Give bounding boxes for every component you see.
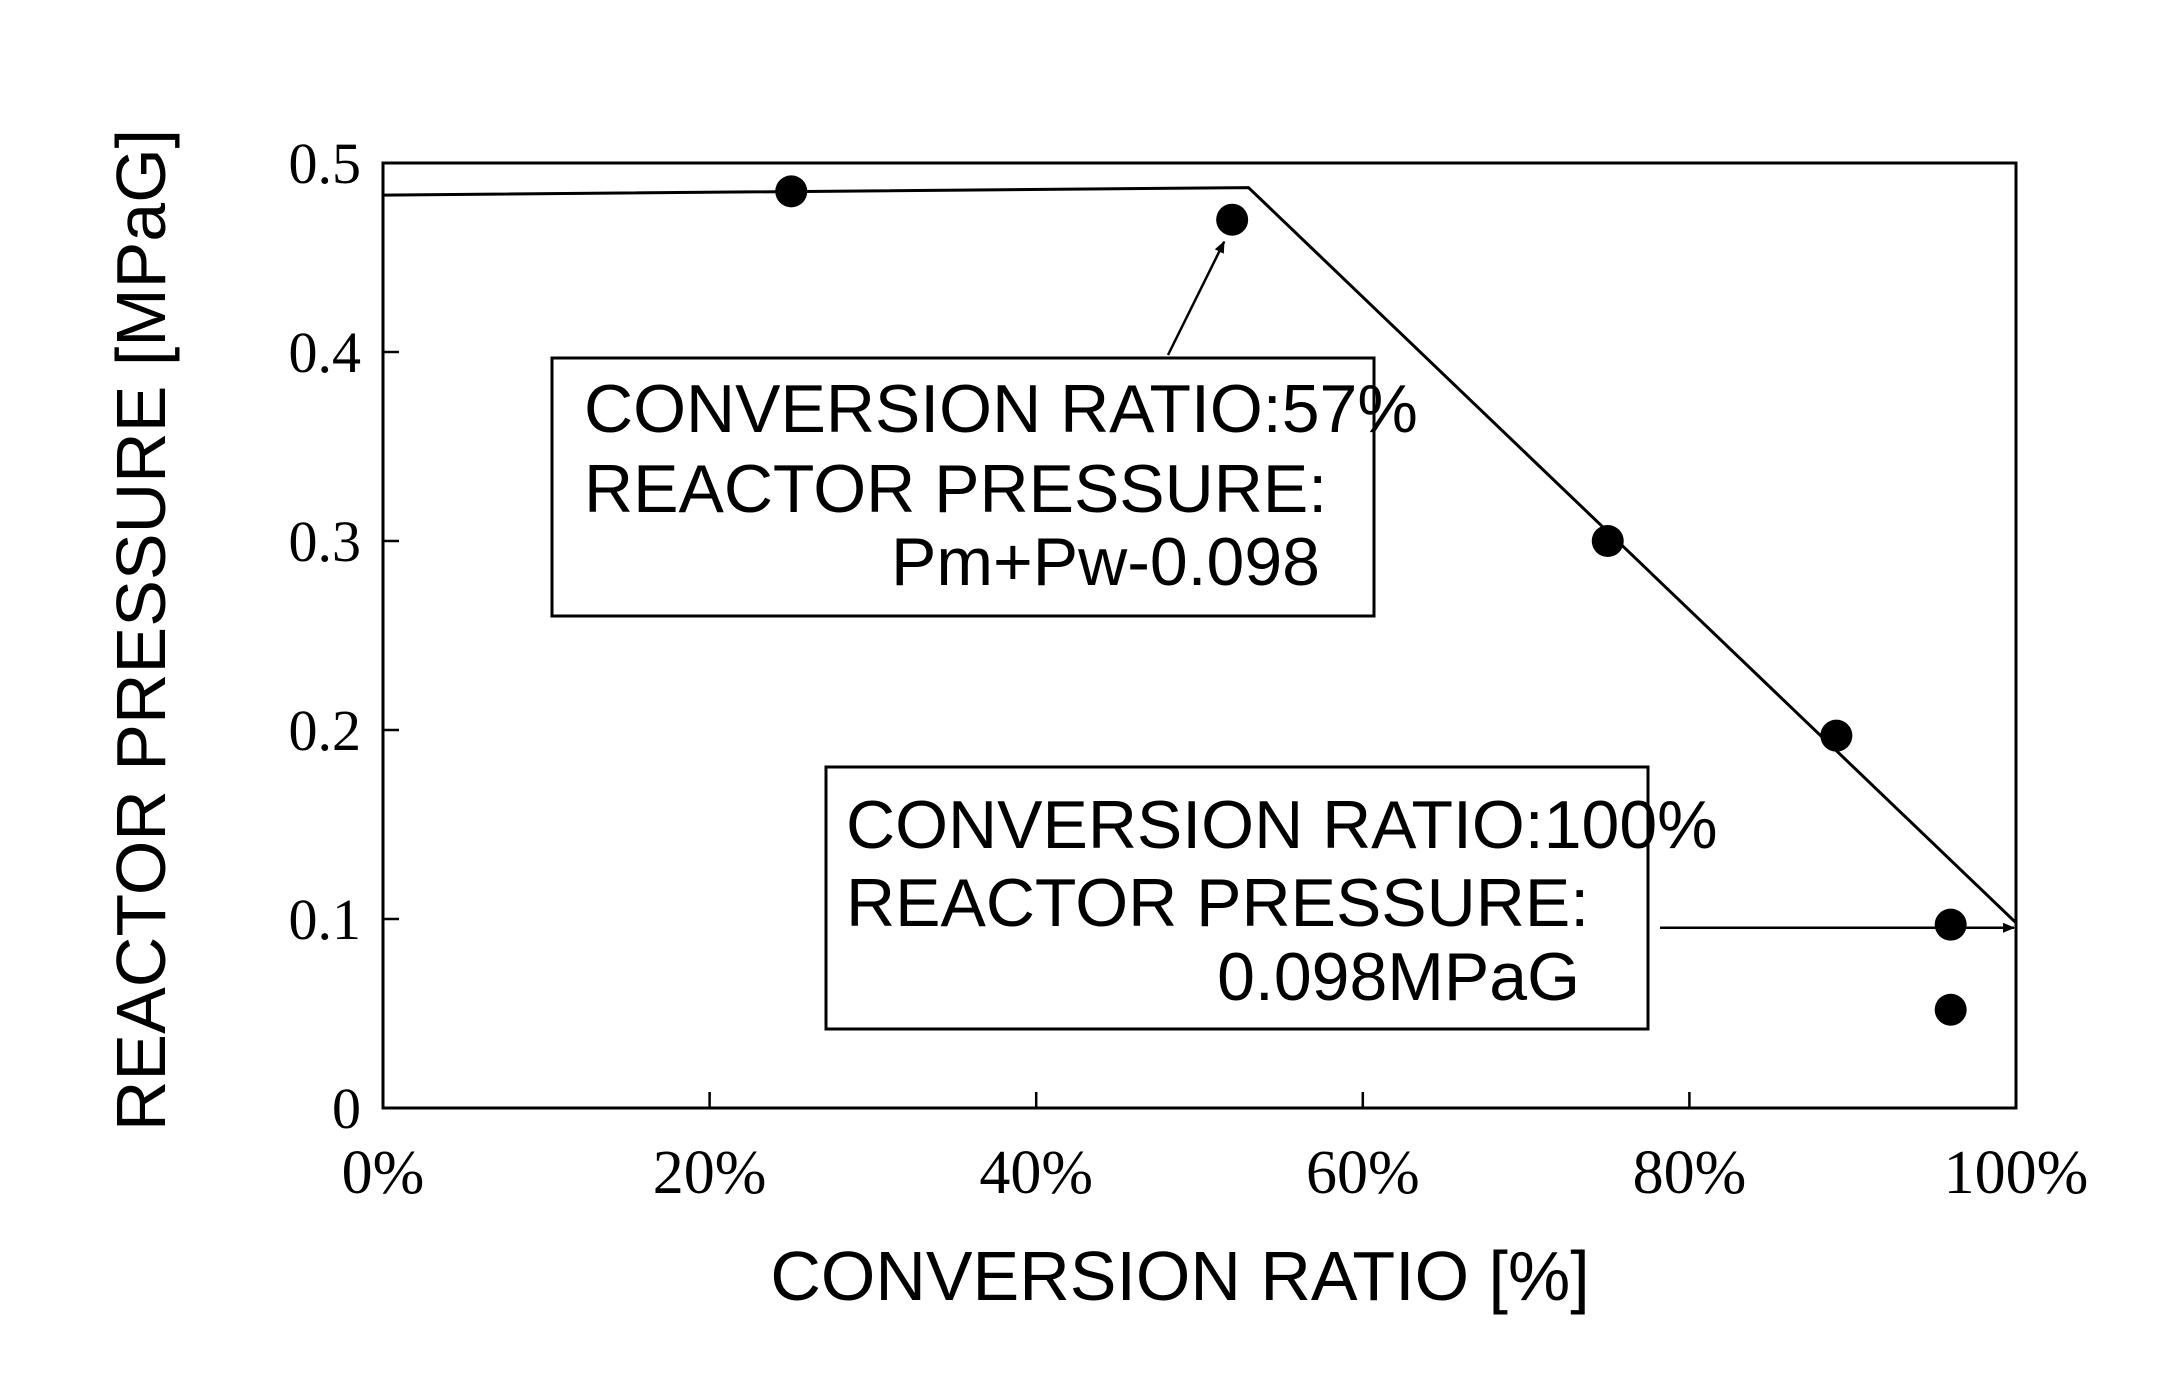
annotation-box-100: CONVERSION RATIO:100% REACTOR PRESSURE: … <box>826 767 1718 1029</box>
x-tick-label: 20% <box>653 1139 767 1207</box>
annotation-100-line-2: REACTOR PRESSURE: <box>846 865 1589 941</box>
x-tick-label: 0% <box>342 1139 425 1207</box>
annotation-box-57: CONVERSION RATIO:57% REACTOR PRESSURE: P… <box>552 358 1418 616</box>
data-point <box>1935 909 1967 941</box>
y-tick-label: 0.3 <box>289 509 362 574</box>
y-tick-label: 0 <box>332 1076 361 1141</box>
annotation-100-line-3: 0.098MPaG <box>1217 939 1580 1015</box>
annotation-57-line-2: REACTOR PRESSURE: <box>584 451 1327 527</box>
x-tick-label: 40% <box>979 1139 1093 1207</box>
x-axis-title: CONVERSION RATIO [%] <box>770 1237 1589 1315</box>
annotation-57-arrow <box>1168 242 1224 355</box>
data-point <box>1592 525 1624 557</box>
y-tick-label: 0.2 <box>289 698 362 763</box>
annotation-57-line-1: CONVERSION RATIO:57% <box>584 371 1418 447</box>
y-tick-label: 0.5 <box>289 131 362 196</box>
data-point <box>1935 994 1967 1026</box>
data-point <box>1216 204 1248 236</box>
x-tick-label: 100% <box>1944 1139 2089 1207</box>
y-tick-label: 0.1 <box>289 887 362 952</box>
x-tick-label: 80% <box>1633 1139 1747 1207</box>
annotation-100-line-1: CONVERSION RATIO:100% <box>846 787 1718 863</box>
y-tick-label: 0.4 <box>289 320 362 385</box>
annotation-57-line-3: Pm+Pw-0.098 <box>891 524 1320 600</box>
data-point <box>1820 720 1852 752</box>
ticks-layer: 0 0.1 0.2 0.3 0.4 0.5 0% 20% 40% 60% 80% 100% <box>289 131 2089 1207</box>
y-axis-title: REACTOR PRESSURE [MPaG] <box>102 129 180 1131</box>
x-tick-label: 60% <box>1306 1139 1420 1207</box>
data-point <box>775 175 807 207</box>
